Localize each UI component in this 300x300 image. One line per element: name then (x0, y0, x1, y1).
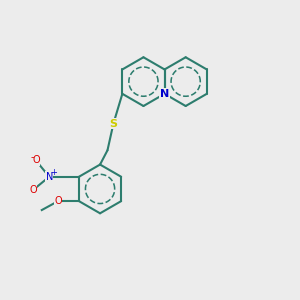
Text: O: O (54, 196, 62, 206)
Text: S: S (110, 118, 117, 128)
Text: -: - (31, 152, 34, 162)
Text: O: O (29, 185, 37, 195)
Text: N: N (160, 89, 169, 99)
Text: +: + (50, 168, 57, 177)
Text: O: O (32, 155, 40, 165)
Text: N: N (46, 172, 53, 182)
